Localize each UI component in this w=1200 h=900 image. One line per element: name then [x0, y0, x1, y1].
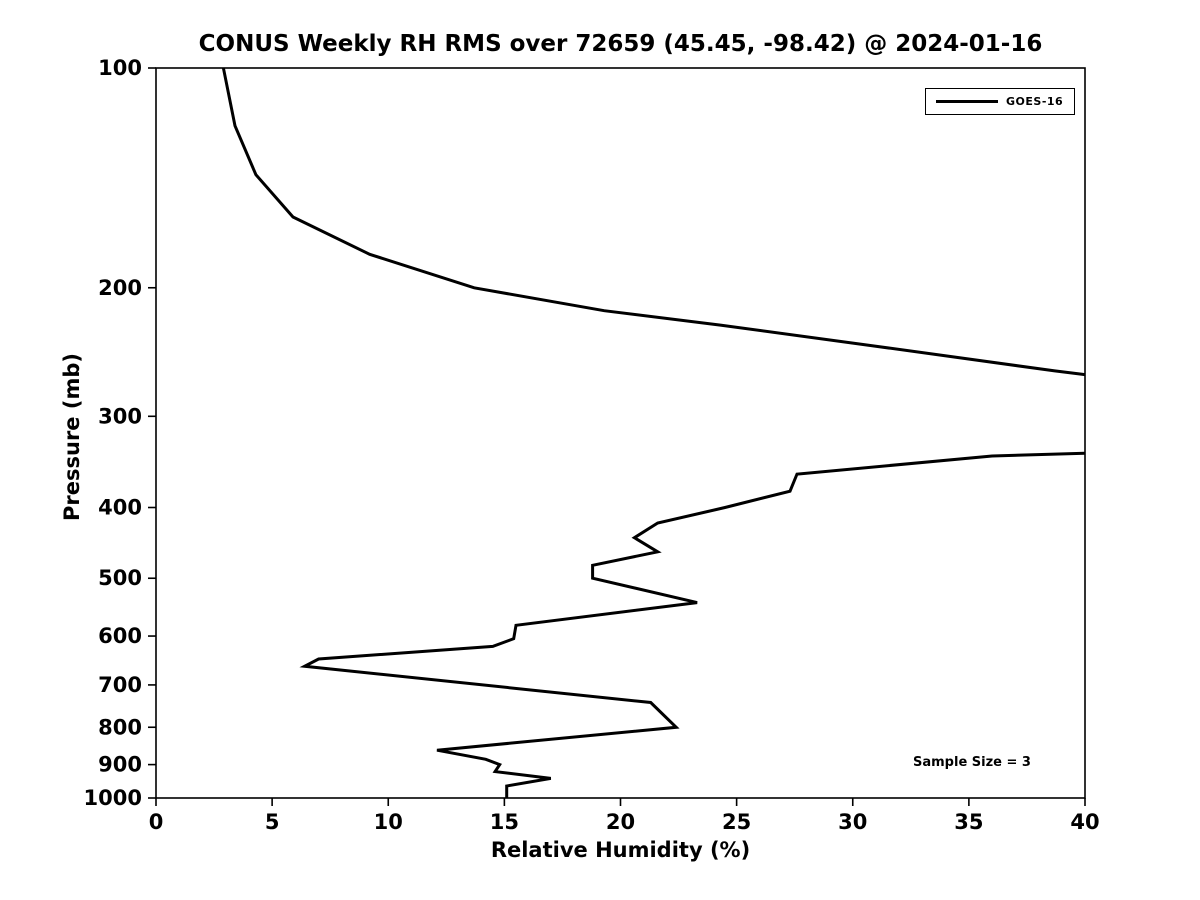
- sample-size-annotation: Sample Size = 3: [913, 755, 1031, 770]
- chart-title: CONUS Weekly RH RMS over 72659 (45.45, -…: [198, 31, 1043, 57]
- y-axis-tick-label: 400: [98, 496, 142, 520]
- x-axis-title: Relative Humidity (%): [490, 838, 751, 862]
- y-axis-tick-label: 100: [98, 56, 142, 80]
- x-axis-tick-label: 5: [265, 810, 280, 834]
- x-axis-tick-label: 30: [838, 810, 867, 834]
- y-axis-tick-label: 900: [98, 753, 142, 777]
- legend-line-sample: [936, 100, 998, 103]
- x-axis-tick-label: 35: [954, 810, 983, 834]
- x-axis-tick-label: 10: [374, 810, 403, 834]
- rh-curve-goes-16: [221, 67, 1086, 377]
- y-axis-title: Pressure (mb): [60, 353, 84, 521]
- y-axis-tick-label: 1000: [84, 786, 142, 810]
- x-axis-tick-label: 15: [490, 810, 519, 834]
- rh-curve-goes-16: [299, 451, 1086, 798]
- y-axis-tick-label: 500: [98, 566, 142, 590]
- y-axis-tick-label: 800: [98, 715, 142, 739]
- x-axis-tick-label: 20: [606, 810, 635, 834]
- x-axis-tick-label: 40: [1070, 810, 1099, 834]
- y-axis-tick-label: 200: [98, 276, 142, 300]
- y-axis-tick-label: 600: [98, 624, 142, 648]
- x-axis-tick-label: 25: [722, 810, 751, 834]
- plot-frame: [155, 67, 1086, 799]
- x-axis-tick-label: 0: [149, 810, 164, 834]
- legend: GOES-16: [925, 88, 1075, 115]
- legend-label: GOES-16: [1006, 95, 1064, 108]
- y-axis-tick-label: 300: [98, 404, 142, 428]
- y-axis-tick-label: 700: [98, 673, 142, 697]
